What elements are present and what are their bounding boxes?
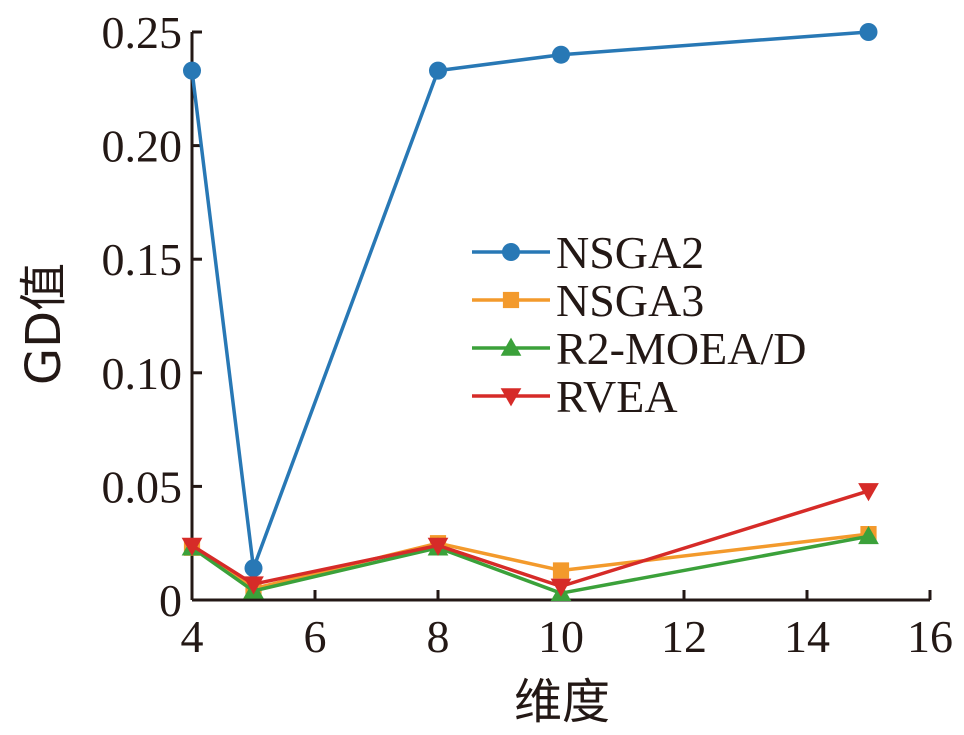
data-point	[552, 562, 570, 579]
legend-label: NSGA3	[556, 275, 704, 326]
series-nsga2	[183, 23, 878, 578]
data-point	[550, 578, 572, 597]
x-tick-label: 8	[427, 611, 450, 662]
legend-swatch-marker	[500, 388, 522, 407]
legend-label: NSGA2	[556, 227, 704, 278]
x-tick-label: 4	[181, 611, 204, 662]
data-point	[859, 23, 878, 41]
y-tick-label: 0.20	[102, 121, 183, 172]
data-point	[427, 537, 449, 556]
series-nsga3	[183, 526, 877, 597]
legend-swatch-marker	[502, 291, 520, 309]
x-tick-label: 10	[538, 611, 584, 662]
data-point	[858, 526, 879, 545]
y-tick-label: 0.05	[102, 461, 183, 512]
y-axis-title: GD值	[16, 263, 72, 385]
legend-item: R2-MOEA/D	[472, 323, 806, 374]
y-tick-label: 0.25	[102, 7, 183, 58]
legend-item: NSGA3	[472, 275, 704, 326]
x-axis-ticks: 4 6 8 10 12 14 16	[181, 590, 953, 662]
x-tick-label: 14	[784, 611, 830, 662]
legend-label: R2-MOEA/D	[556, 323, 806, 374]
data-point	[181, 537, 203, 556]
data-point	[243, 576, 264, 595]
data-point	[552, 45, 570, 64]
x-axis-title: 维度	[514, 674, 610, 730]
legend-swatch-marker	[500, 337, 522, 356]
series-rvea	[181, 483, 879, 597]
legend-item: RVEA	[472, 371, 678, 422]
series-layer	[181, 23, 879, 601]
y-tick-label: 0.15	[102, 234, 183, 285]
y-tick-label: 0	[159, 575, 182, 626]
legend-item: NSGA2	[472, 227, 704, 278]
x-tick-label: 12	[661, 611, 707, 662]
legend-label: RVEA	[556, 371, 678, 422]
data-point	[429, 61, 447, 80]
data-point	[244, 559, 263, 578]
x-tick-label: 16	[907, 611, 953, 662]
data-point	[858, 483, 879, 502]
legend-swatch-marker	[502, 243, 520, 261]
x-tick-label: 6	[304, 611, 327, 662]
y-axis-ticks: 0 0.05 0.10 0.15 0.20 0.25	[102, 7, 202, 626]
data-point	[183, 61, 201, 80]
series-line	[191, 489, 870, 589]
y-tick-label: 0.10	[102, 348, 183, 399]
